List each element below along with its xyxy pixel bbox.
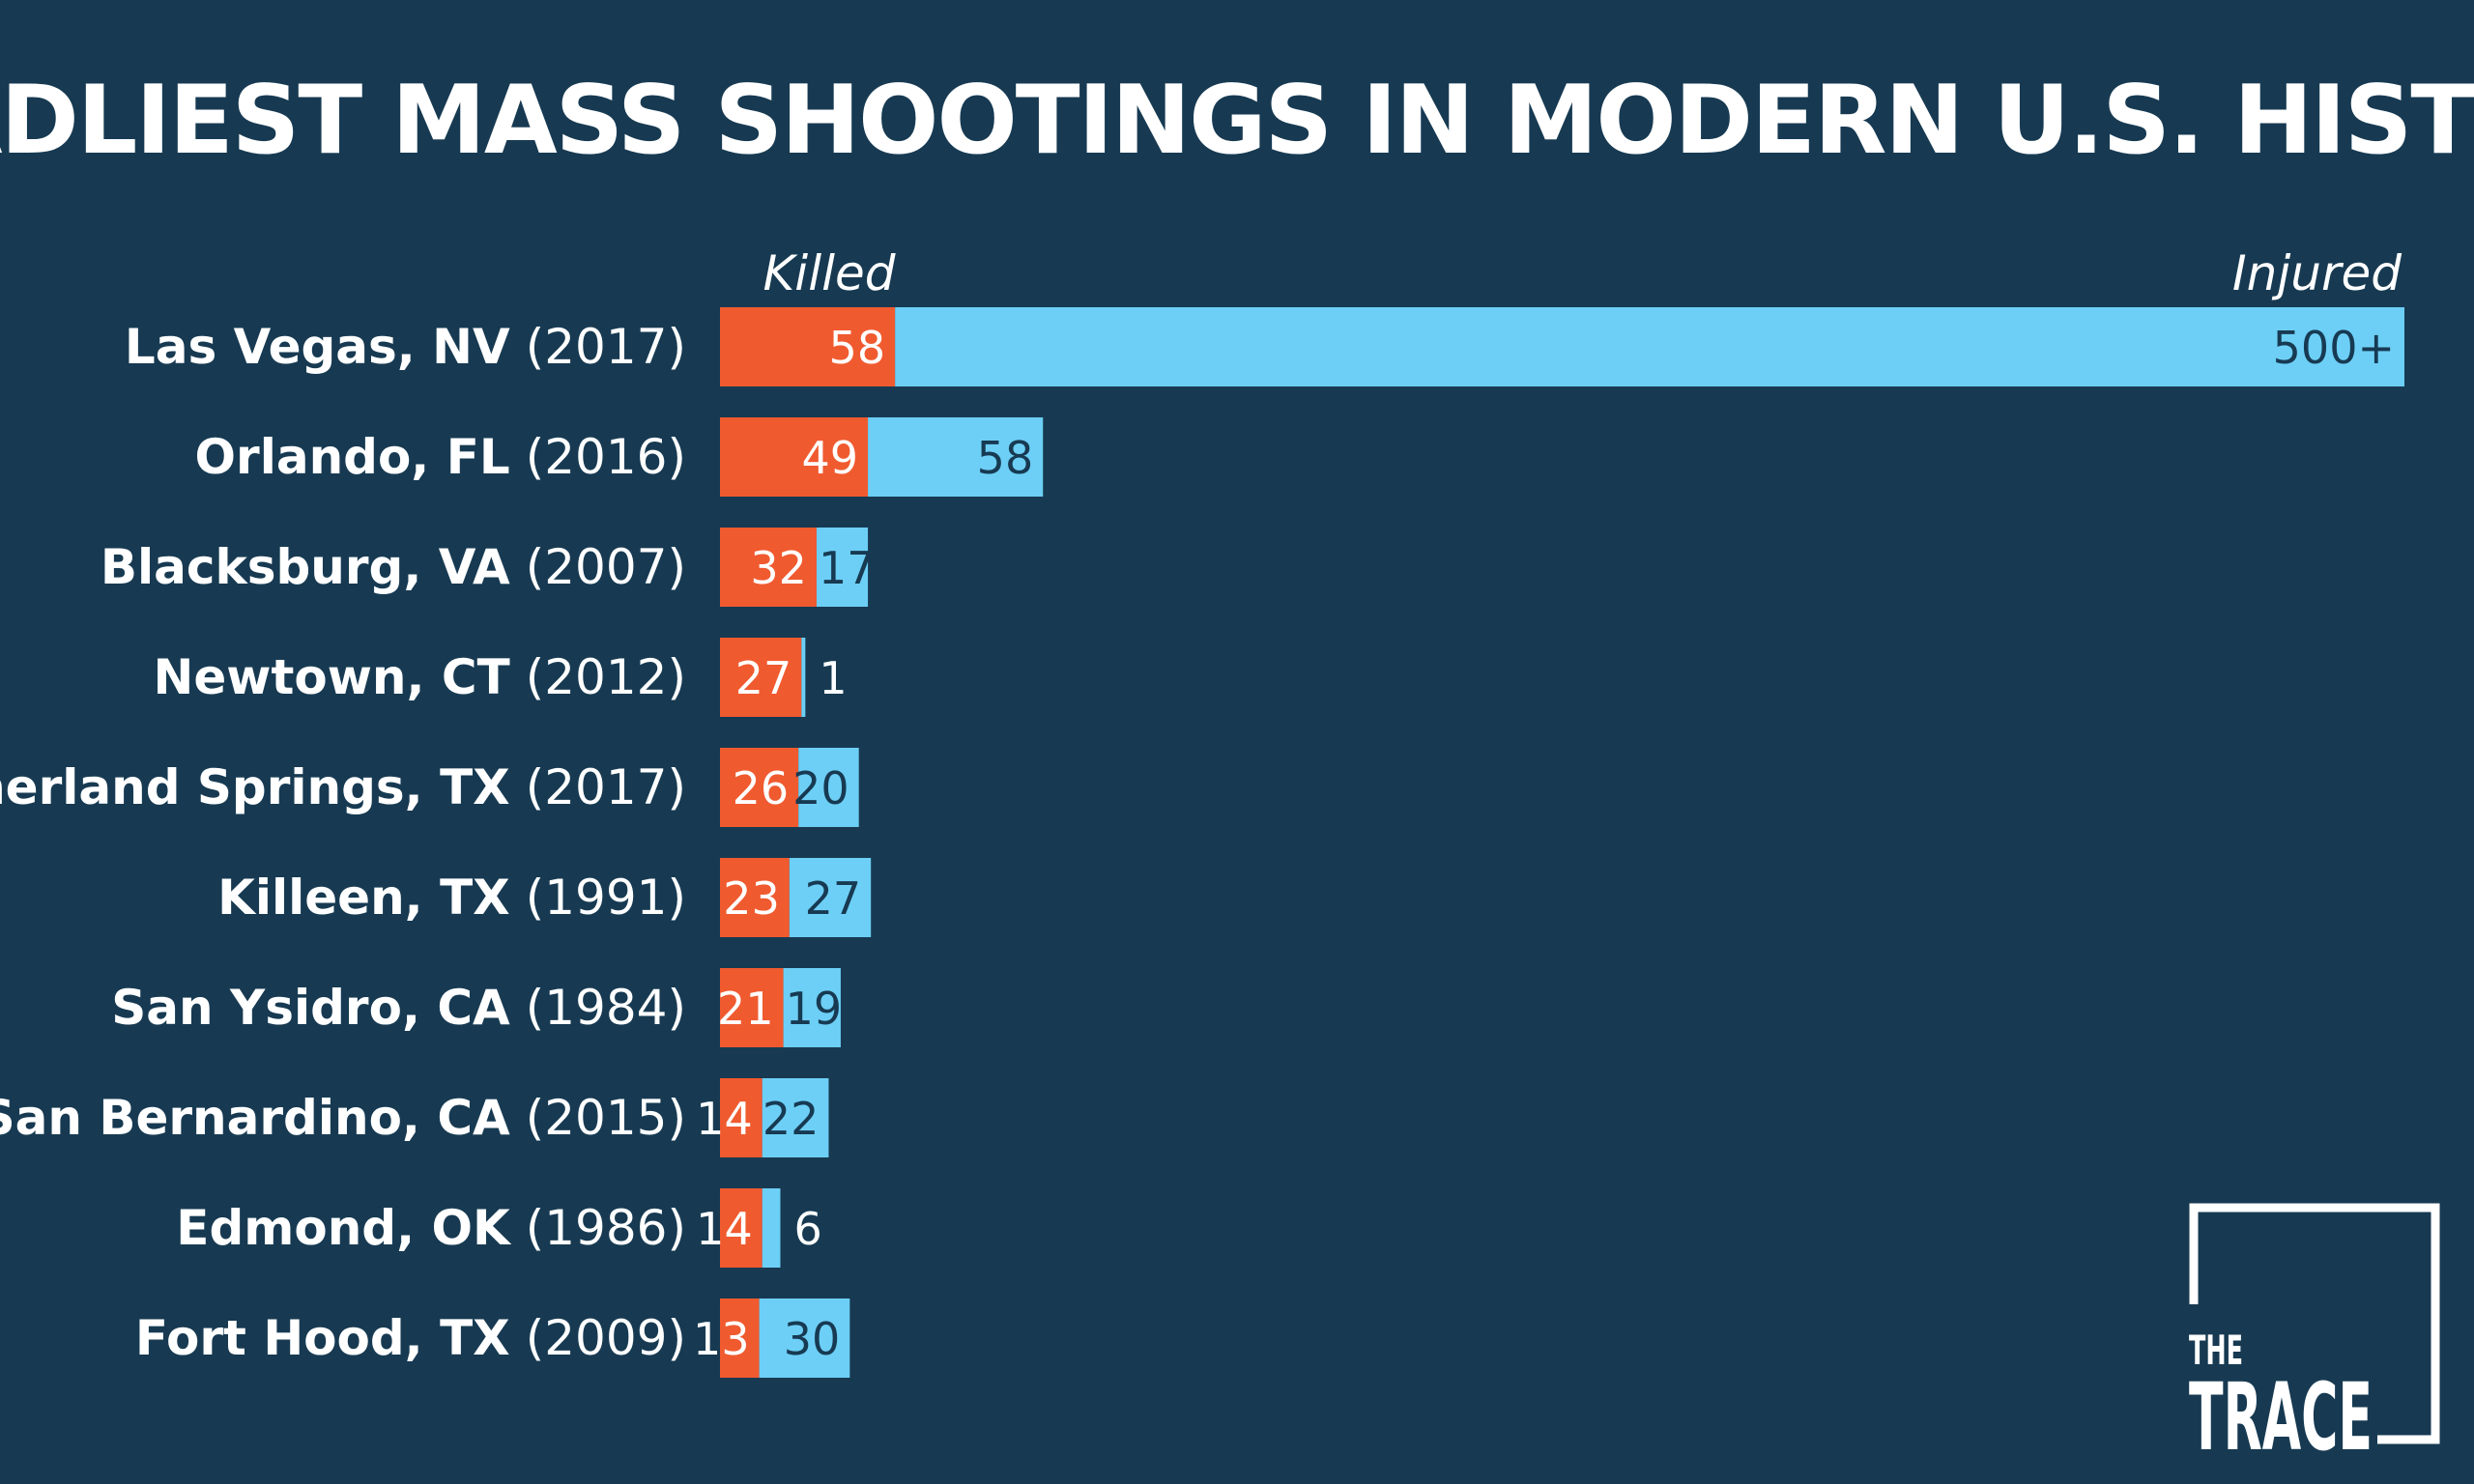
injured-bar [801, 638, 806, 717]
injured-bar [895, 307, 2404, 386]
row-city-label: San Bernardino, CA [0, 1090, 510, 1146]
injured-value-label: 1 [819, 652, 847, 704]
injured-bar [762, 1078, 829, 1157]
injured-value-label: 58 [977, 432, 1034, 484]
row-city-label: Edmond, OK [176, 1200, 512, 1256]
killed-bar [720, 1298, 760, 1378]
bar-rows: (2017) Las Vegas, NV 58 500+ (2016) Orlando, … [0, 307, 2404, 1378]
killed-value-label: 32 [750, 542, 807, 594]
row-city-label: San Ysidro, CA [111, 980, 510, 1036]
injured-value-label: 17 [819, 542, 876, 594]
killed-value-label: 13 [693, 1313, 750, 1365]
row-city-label: Las Vegas, NV [125, 319, 510, 375]
row-year-label: (2016) [526, 429, 686, 485]
logo-line-the: THE [2189, 1327, 2243, 1374]
chart-title: DEADLIEST MASS SHOOTINGS IN MODERN U.S. … [0, 66, 2474, 176]
injured-value-label: 22 [762, 1093, 820, 1145]
killed-value-label: 27 [735, 652, 792, 704]
row-year-label: (2017) [526, 759, 686, 815]
killed-bar [720, 968, 784, 1047]
killed-value-label: 58 [829, 322, 886, 374]
injured-value-label: 500+ [2273, 322, 2395, 374]
killed-bar [720, 528, 817, 607]
row-year-label: (2007) [526, 539, 686, 595]
logo-line-trace: TRACE [2189, 1363, 2373, 1471]
injured-bar [789, 858, 872, 937]
injured-bar [868, 417, 1044, 497]
row-city-label: Newtown, CT [154, 649, 510, 705]
row-year-label: (2017) [526, 319, 686, 375]
killed-bar [720, 638, 802, 717]
injured-value-label: 20 [792, 762, 849, 814]
injured-value-label: 6 [793, 1203, 821, 1255]
killed-bar [720, 417, 869, 497]
row-city-label: Sutherland Springs, TX [0, 759, 510, 815]
row-year-label: (1991) [526, 870, 686, 926]
killed-value-label: 21 [717, 983, 774, 1035]
injured-bar [783, 968, 841, 1047]
killed-bar [720, 858, 790, 937]
killed-bar [720, 307, 896, 386]
row-year-label: (2009) [526, 1310, 686, 1366]
injured-value-label: 19 [786, 983, 843, 1035]
row-year-label: (1984) [526, 980, 686, 1036]
row-city-label: Fort Hood, TX [135, 1310, 510, 1366]
injured-bar [762, 1188, 781, 1268]
row-city-label: Blacksburg, VA [101, 539, 510, 595]
row-year-label: (2015) [526, 1090, 686, 1146]
row-city-label: Orlando, FL [195, 429, 510, 485]
killed-value-label: 23 [723, 872, 780, 925]
row-year-label: (2012) [526, 649, 686, 705]
killed-bar [720, 748, 799, 827]
killed-value-label: 14 [696, 1203, 753, 1255]
killed-bar [720, 1078, 762, 1157]
injured-value-label: 27 [805, 872, 862, 925]
killed-value-label: 26 [733, 762, 790, 814]
injured-bar [759, 1298, 850, 1378]
row-year-label: (1986) [526, 1200, 686, 1256]
killed-bar [720, 1188, 762, 1268]
the-trace-logo: THE TRACE [2189, 1203, 2440, 1471]
injured-column-header: Injured [2232, 245, 2402, 301]
injured-value-label: 30 [784, 1313, 841, 1365]
logo-frame [2189, 1203, 2440, 1444]
killed-value-label: 49 [802, 432, 859, 484]
row-city-label: Killeen, TX [217, 870, 510, 926]
injured-bar [816, 528, 869, 607]
killed-value-label: 14 [696, 1093, 753, 1145]
killed-column-header: Killed [763, 245, 896, 301]
injured-bar [798, 748, 859, 827]
